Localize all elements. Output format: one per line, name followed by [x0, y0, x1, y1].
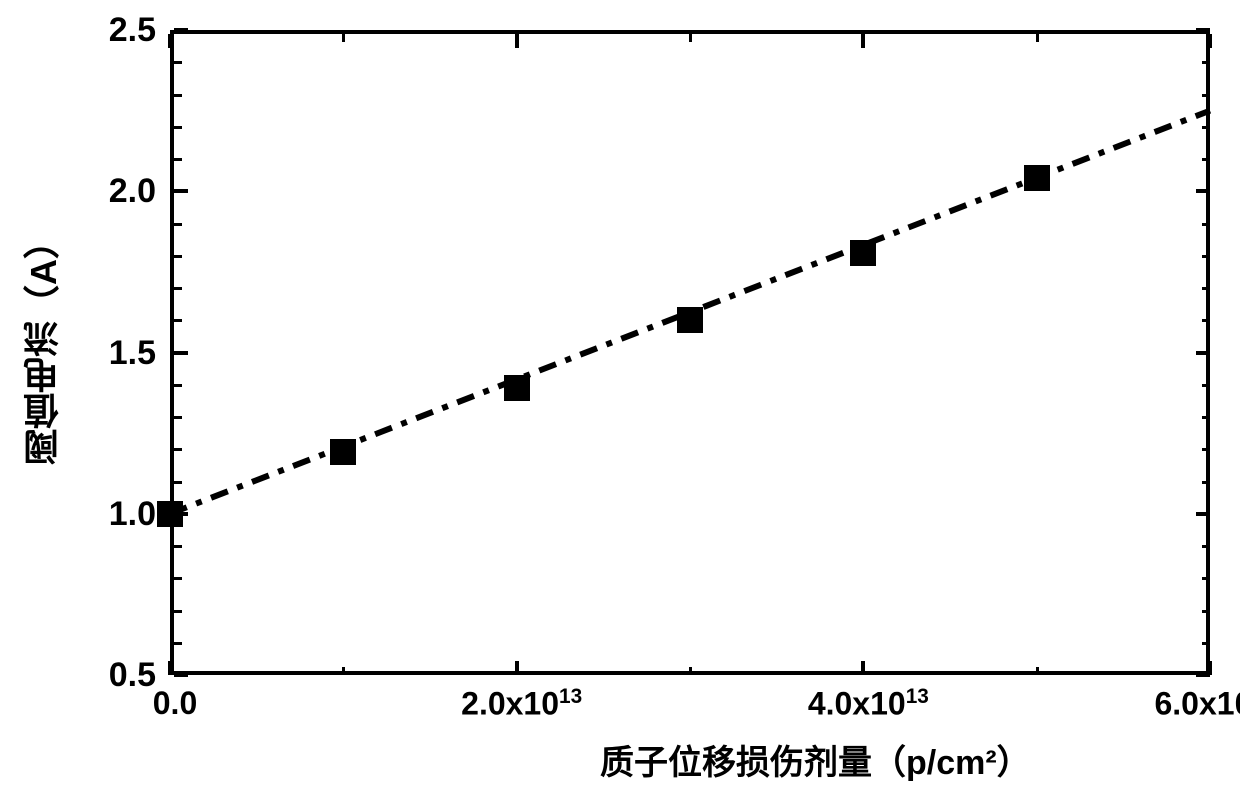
x-tick-minor	[689, 667, 692, 675]
x-tick-major-top	[168, 34, 172, 48]
y-tick-minor-right	[1202, 545, 1210, 548]
y-tick-minor-right	[1202, 642, 1210, 645]
y-tick-minor	[174, 610, 182, 613]
y-tick-minor	[174, 577, 182, 580]
y-tick-minor-right	[1202, 94, 1210, 97]
y-tick-minor	[174, 61, 182, 64]
y-tick-minor	[174, 158, 182, 161]
y-tick-label: 1.0	[92, 495, 156, 534]
x-tick-minor-top	[689, 34, 692, 42]
data-marker	[677, 307, 703, 333]
data-marker	[504, 375, 530, 401]
y-tick-minor	[174, 384, 182, 387]
data-marker	[1024, 165, 1050, 191]
y-tick-minor	[174, 448, 182, 451]
y-tick-minor-right	[1202, 610, 1210, 613]
x-tick-minor-top	[1036, 34, 1039, 42]
y-tick-minor	[174, 416, 182, 419]
x-tick-minor	[342, 667, 345, 675]
y-tick-major	[174, 28, 188, 32]
y-tick-minor	[174, 545, 182, 548]
y-tick-minor	[174, 126, 182, 129]
y-tick-minor	[174, 223, 182, 226]
y-tick-major	[174, 351, 188, 355]
x-tick-major-top	[515, 34, 519, 48]
y-tick-label: 1.5	[92, 334, 156, 373]
x-tick-major	[515, 661, 519, 675]
y-tick-major-right	[1196, 28, 1210, 32]
x-tick-label: 0.0	[95, 685, 255, 722]
y-tick-major	[174, 673, 188, 677]
x-tick-minor-top	[342, 34, 345, 42]
y-tick-minor	[174, 287, 182, 290]
x-tick-major-top	[1208, 34, 1212, 48]
y-tick-minor-right	[1202, 448, 1210, 451]
y-tick-minor-right	[1202, 416, 1210, 419]
y-tick-minor	[174, 642, 182, 645]
x-tick-major	[1208, 661, 1212, 675]
y-tick-minor	[174, 481, 182, 484]
y-tick-minor-right	[1202, 61, 1210, 64]
x-tick-major-top	[861, 34, 865, 48]
x-tick-minor	[1036, 667, 1039, 675]
data-marker	[330, 439, 356, 465]
y-tick-minor-right	[1202, 126, 1210, 129]
y-tick-minor-right	[1202, 384, 1210, 387]
y-tick-minor-right	[1202, 577, 1210, 580]
y-tick-minor-right	[1202, 287, 1210, 290]
y-tick-minor-right	[1202, 158, 1210, 161]
x-tick-major	[168, 661, 172, 675]
y-tick-major	[174, 189, 188, 193]
x-tick-major	[861, 661, 865, 675]
y-tick-minor-right	[1202, 481, 1210, 484]
chart-container: 阈值电流（A） 质子位移损伤剂量（p/cm²） 0.51.01.52.02.50…	[0, 0, 1240, 795]
y-tick-minor-right	[1202, 319, 1210, 322]
x-tick-label: 4.0x1013	[788, 685, 948, 723]
y-tick-minor	[174, 319, 182, 322]
y-tick-minor	[174, 94, 182, 97]
y-tick-major-right	[1196, 189, 1210, 193]
y-tick-major-right	[1196, 351, 1210, 355]
y-tick-minor	[174, 255, 182, 258]
y-tick-label: 2.0	[92, 172, 156, 211]
y-tick-major-right	[1196, 512, 1210, 516]
x-tick-label: 2.0x1013	[442, 685, 602, 723]
data-marker	[850, 240, 876, 266]
y-tick-minor-right	[1202, 255, 1210, 258]
data-marker	[157, 501, 183, 527]
y-tick-minor-right	[1202, 223, 1210, 226]
y-tick-label: 2.5	[92, 11, 156, 50]
x-tick-label: 6.0x1013	[1135, 685, 1240, 723]
